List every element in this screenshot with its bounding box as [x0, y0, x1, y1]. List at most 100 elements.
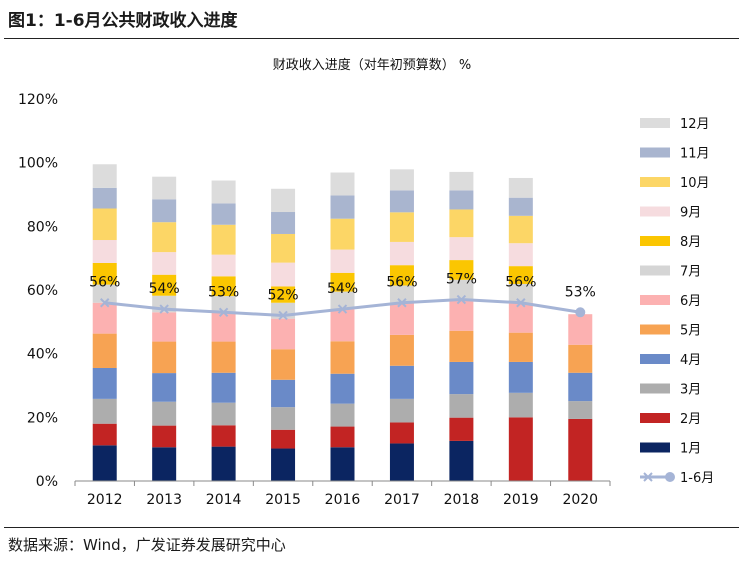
bar-segment [389, 190, 414, 213]
line-data-label: 53% [565, 284, 596, 300]
bar-segment [389, 302, 414, 335]
bar-segment [211, 402, 236, 426]
legend-label: 6月 [680, 294, 701, 309]
legend-label: 9月 [680, 206, 701, 221]
y-tick-label: 60% [27, 283, 58, 299]
bar-segment [330, 426, 355, 448]
line-point [337, 304, 348, 314]
bar-segment [389, 285, 414, 303]
legend-swatch [640, 236, 670, 246]
legend-x-marker [643, 472, 653, 482]
bar-segment [330, 447, 355, 481]
legend-label: 5月 [680, 324, 701, 339]
bar-segment [568, 372, 593, 402]
bar-segment [508, 197, 533, 216]
line-data-label: 56% [505, 275, 536, 291]
bar-segment [152, 176, 177, 200]
legend-swatch [640, 442, 670, 453]
legend-swatch [640, 295, 670, 305]
line-point [516, 298, 526, 308]
bar-segment [211, 224, 236, 255]
bar-segment [508, 332, 533, 362]
line-series-1-6: 56% 54% 53% 52% 54% 56% 57% 56% 53% [89, 272, 596, 321]
bar-segment [568, 314, 593, 345]
line-point [575, 307, 586, 318]
line-point [159, 304, 169, 314]
bar-segment [152, 222, 177, 253]
bar-segment [508, 417, 533, 481]
bar-segment [211, 425, 236, 447]
bar-segment [508, 302, 533, 333]
x-tick-label: 2017 [384, 492, 420, 508]
line-data-label: 53% [208, 284, 239, 300]
line-point [397, 298, 407, 308]
legend-label: 2月 [680, 412, 701, 427]
bottom-divider [4, 527, 739, 528]
bar-segment [389, 365, 414, 399]
bar-segment [211, 203, 236, 225]
bar-segment [271, 262, 296, 287]
bar-segment [92, 333, 117, 368]
bar-segment [508, 283, 533, 303]
bar-segment [271, 379, 296, 408]
source-note: 数据来源：Wind，广发证券发展研究中心 [8, 536, 286, 554]
bar-segment [449, 260, 474, 280]
legend-label: 11月 [680, 147, 710, 162]
bar-segment [330, 373, 355, 404]
y-axis: 0% 20% 40% 60% 80% 100% 120% [18, 92, 58, 490]
y-tick-label: 100% [18, 156, 58, 172]
bar-segment [330, 218, 355, 250]
bar-segment [152, 425, 177, 448]
bar-segment [449, 299, 474, 331]
bar-segment [568, 401, 593, 419]
x-tick-label: 2013 [146, 492, 182, 508]
bar-segment [271, 318, 296, 350]
bar-segment [92, 262, 117, 285]
bar-segment [211, 341, 236, 373]
bar-segment [92, 302, 117, 334]
bar-segment [389, 398, 414, 423]
bar-segment [152, 373, 177, 402]
line-data-label: 54% [149, 281, 180, 297]
stacked-bar-chart: 财政收入进度（对年初预算数） % 0%20%40%60%80%100%120% … [18, 57, 714, 508]
bar-segment [271, 349, 296, 380]
bar-segment [152, 341, 177, 374]
bar-segment [152, 401, 177, 426]
bar-segment [152, 199, 177, 223]
bar-segment [389, 443, 414, 481]
bar-segment [389, 169, 414, 191]
bar-segment [271, 407, 296, 430]
bar-segment [211, 446, 236, 481]
legend-dot-marker [665, 472, 675, 482]
x-tick-label: 2012 [87, 492, 123, 508]
bar-segment [330, 249, 355, 273]
x-tick-label: 2015 [265, 492, 301, 508]
bar-segment [389, 212, 414, 242]
figure-title: 图1：1-6月公共财政收入进度 [8, 11, 238, 31]
line-data-label: 56% [89, 275, 120, 291]
line-data-label: 54% [327, 281, 358, 297]
bar-segment [271, 188, 296, 213]
bar-segment [92, 284, 117, 303]
x-tick-label: 2016 [325, 492, 361, 508]
y-tick-label: 40% [27, 347, 58, 363]
bar-segment [330, 403, 355, 427]
legend-label: 12月 [680, 117, 710, 132]
y-tick-label: 120% [18, 92, 58, 108]
bar-segment [389, 265, 414, 286]
y-tick-label: 0% [36, 474, 58, 490]
legend-swatch [640, 413, 670, 423]
bar-segment [211, 296, 236, 313]
x-tick-label: 2018 [444, 492, 480, 508]
bar-segment [330, 172, 355, 196]
bar-segment [389, 241, 414, 266]
legend-swatch [640, 177, 670, 187]
bar-segment [449, 394, 474, 418]
x-axis: 2012 2013 2014 2015 2016 2017 2018 2019 2020 [74, 480, 611, 508]
bar-segment [330, 195, 355, 219]
bar-segment [271, 448, 296, 481]
bar-segment [152, 312, 177, 342]
legend-label: 7月 [680, 265, 701, 280]
bar-segment [92, 240, 117, 263]
bar-segment [92, 398, 117, 424]
